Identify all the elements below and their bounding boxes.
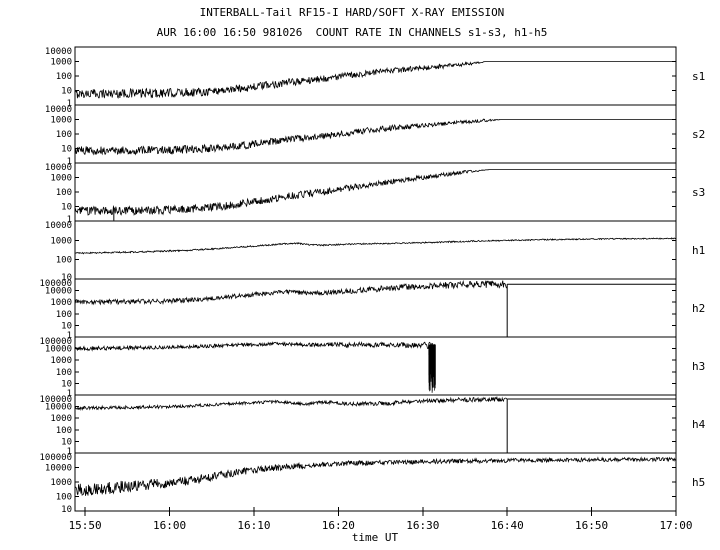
y-tick-label: 100000 bbox=[39, 453, 72, 463]
y-tick-label: 10 bbox=[61, 203, 72, 213]
y-tick-label: 1 bbox=[67, 331, 72, 341]
y-tick-label: 10000 bbox=[45, 345, 72, 355]
y-tick-label: 10 bbox=[61, 145, 72, 155]
y-tick-label: 1 bbox=[67, 447, 72, 457]
x-tick-label: 16:50 bbox=[575, 519, 608, 532]
panel-label-s1: s1 bbox=[692, 70, 705, 83]
series-h5 bbox=[74, 456, 677, 496]
x-tick-label: 16:40 bbox=[491, 519, 524, 532]
y-tick-label: 100 bbox=[56, 188, 72, 198]
panel-frame-h1 bbox=[74, 220, 677, 280]
y-tick-label: 1 bbox=[67, 157, 72, 167]
x-tick-label: 15:50 bbox=[69, 519, 102, 532]
y-tick-label: 1000 bbox=[50, 298, 72, 308]
y-tick-label: 100000 bbox=[39, 395, 72, 405]
y-tick-label: 10000 bbox=[45, 403, 72, 413]
y-tick-label: 100 bbox=[56, 72, 72, 82]
y-tick-label: 1000 bbox=[50, 414, 72, 424]
y-tick-label: 10 bbox=[61, 87, 72, 97]
y-tick-label: 10 bbox=[61, 379, 72, 389]
series-s3 bbox=[74, 169, 676, 216]
panel-frame-s3 bbox=[74, 162, 677, 222]
panel-label-s2: s2 bbox=[692, 128, 705, 141]
y-tick-label: 10000 bbox=[45, 287, 72, 297]
y-tick-label: 100 bbox=[56, 368, 72, 378]
series-s1 bbox=[74, 60, 676, 99]
x-tick-label: 16:10 bbox=[237, 519, 270, 532]
panel-frame-s2 bbox=[74, 104, 677, 164]
y-tick-label: 1000 bbox=[50, 116, 72, 126]
y-tick-label: 1000 bbox=[50, 356, 72, 366]
x-axis-label: time UT bbox=[352, 531, 399, 544]
y-tick-label: 10000 bbox=[45, 221, 72, 231]
y-tick-label: 10000 bbox=[45, 163, 72, 173]
panel-label-h4: h4 bbox=[692, 418, 706, 431]
panel-label-h5: h5 bbox=[692, 476, 705, 489]
x-tick-label: 17:00 bbox=[659, 519, 692, 532]
y-tick-label: 1 bbox=[67, 99, 72, 109]
y-tick-label: 1 bbox=[67, 215, 72, 225]
y-tick-label: 10000 bbox=[45, 47, 72, 57]
x-tick-label: 16:30 bbox=[406, 519, 439, 532]
x-tick-label: 16:00 bbox=[153, 519, 186, 532]
y-tick-label: 10 bbox=[61, 273, 72, 283]
y-tick-label: 1000 bbox=[50, 58, 72, 68]
y-tick-label: 100 bbox=[56, 310, 72, 320]
y-tick-label: 10 bbox=[61, 437, 72, 447]
chart-title: INTERBALL-Tail RF15-I HARD/SOFT X-RAY EM… bbox=[200, 6, 505, 19]
panel-frame-h4 bbox=[74, 394, 677, 454]
y-tick-label: 10000 bbox=[45, 105, 72, 115]
panel-frame-h2 bbox=[74, 278, 677, 338]
panel-label-h3: h3 bbox=[692, 360, 705, 373]
y-tick-label: 100000 bbox=[39, 279, 72, 289]
panel-label-h1: h1 bbox=[692, 244, 705, 257]
y-tick-label: 10 bbox=[61, 321, 72, 331]
panel-h1: 10000 1000 100 10 h1 bbox=[45, 220, 705, 283]
chart-subtitle: AUR 16:00 16:50 981026 COUNT RATE IN CHA… bbox=[157, 26, 548, 39]
y-tick-label: 100000 bbox=[39, 337, 72, 347]
x-tick-label: 16:20 bbox=[322, 519, 355, 532]
y-tick-label: 10 bbox=[61, 505, 72, 515]
y-tick-label: 100 bbox=[56, 256, 72, 266]
y-tick-label: 1000 bbox=[50, 236, 72, 246]
series-h4 bbox=[74, 395, 508, 411]
panel-frame-h3 bbox=[74, 336, 677, 396]
y-tick-label: 1000 bbox=[50, 174, 72, 184]
series-h3 bbox=[74, 341, 435, 352]
y-tick-label: 10000 bbox=[45, 464, 72, 474]
series-s2 bbox=[74, 118, 676, 156]
panels-group: 100001000100101s1100001000100101s2100001… bbox=[39, 46, 706, 532]
series-h1 bbox=[74, 237, 677, 255]
y-tick-label: 100 bbox=[56, 426, 72, 436]
y-tick-label: 1 bbox=[67, 389, 72, 399]
panel-label-s3: s3 bbox=[692, 186, 705, 199]
series-h2 bbox=[74, 279, 508, 306]
y-tick-label: 100 bbox=[56, 493, 72, 503]
y-tick-label: 1000 bbox=[50, 478, 72, 488]
panel-label-h2: h2 bbox=[692, 302, 705, 315]
y-tick-label: 100 bbox=[56, 130, 72, 140]
